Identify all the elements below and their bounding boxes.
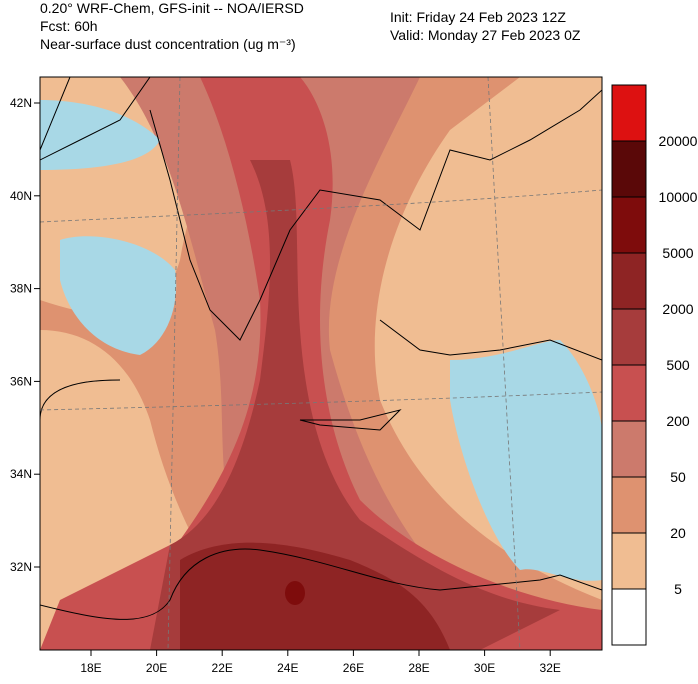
lon-label: 18E xyxy=(80,661,101,675)
colorbar-box xyxy=(611,420,647,478)
colorbar-box xyxy=(611,196,647,254)
colorbar-box xyxy=(611,364,647,422)
colorbar-box xyxy=(611,476,647,534)
model-title: 0.20° WRF-Chem, GFS-init -- NOA/IERSD xyxy=(40,0,304,16)
colorbar-label: 10000 xyxy=(659,189,698,205)
colorbar-label: 20000 xyxy=(659,133,698,149)
lon-label: 26E xyxy=(343,661,364,675)
colorbar-label: 50 xyxy=(670,469,686,485)
lat-label: 36N xyxy=(10,374,32,388)
colorbar-label: 500 xyxy=(666,357,690,373)
init-time: Init: Friday 24 Feb 2023 12Z xyxy=(390,9,566,25)
lon-label: 28E xyxy=(408,661,429,675)
colorbar-box xyxy=(611,308,647,366)
lat-label: 34N xyxy=(10,467,32,481)
lon-label: 30E xyxy=(474,661,495,675)
colorbar-box xyxy=(611,84,647,142)
lat-label: 42N xyxy=(10,96,32,110)
lon-label: 22E xyxy=(212,661,233,675)
colorbar-label: 5 xyxy=(674,581,682,597)
colorbar-label: 2000 xyxy=(662,301,693,317)
colorbar-label: 5000 xyxy=(662,245,693,261)
field-title: Near-surface dust concentration (ug m⁻³) xyxy=(40,36,296,52)
colorbar-label: 20 xyxy=(670,525,686,541)
map xyxy=(40,77,602,650)
lon-label: 24E xyxy=(277,661,298,675)
colorbar-box xyxy=(611,140,647,198)
colorbar-box xyxy=(611,252,647,310)
lon-label: 32E xyxy=(540,661,561,675)
valid-time: Valid: Monday 27 Feb 2023 0Z xyxy=(390,27,581,43)
lon-label: 20E xyxy=(146,661,167,675)
colorbar-label: 200 xyxy=(666,413,690,429)
lat-label: 32N xyxy=(10,560,32,574)
forecast: Fcst: 60h xyxy=(40,18,98,34)
lat-label: 38N xyxy=(10,282,32,296)
colorbar-box xyxy=(611,532,647,590)
colorbar-box xyxy=(611,588,647,646)
lat-label: 40N xyxy=(10,189,32,203)
map-frame xyxy=(39,76,603,651)
